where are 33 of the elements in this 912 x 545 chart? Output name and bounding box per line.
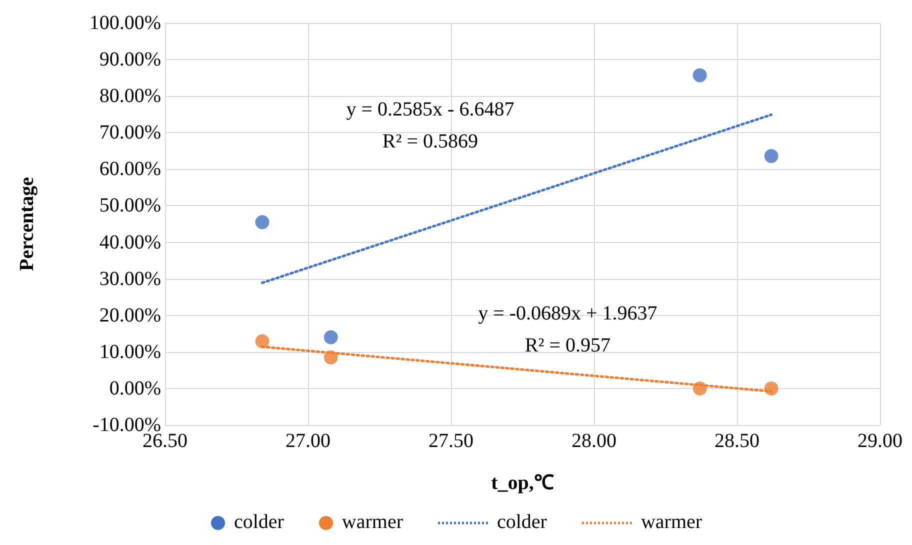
point bbox=[324, 330, 338, 344]
point bbox=[764, 381, 778, 396]
point bbox=[324, 350, 338, 364]
y-tick-label: 80.00% bbox=[99, 85, 161, 108]
legend-label: warmer bbox=[640, 511, 702, 534]
y-tick-label: 70.00% bbox=[99, 122, 161, 144]
y-tick-label: 20.00% bbox=[99, 304, 161, 326]
point bbox=[255, 215, 270, 230]
x-axis-title: t_op,℃ bbox=[491, 472, 554, 494]
y-tick-label: 100.00% bbox=[89, 12, 161, 34]
legend-label: warmer bbox=[342, 511, 403, 534]
y-tick-label: 30.00% bbox=[99, 268, 161, 290]
annotation: y = 0.2585x - 6.6487 R² = 0.5869 bbox=[346, 98, 514, 152]
y-tick-label: 50.00% bbox=[99, 194, 161, 217]
y-axis-title: Percentage bbox=[16, 176, 38, 272]
point bbox=[764, 149, 778, 164]
x-tick-label: 28.00 bbox=[572, 430, 616, 452]
annotation: y = -0.0689x + 1.9637 R² = 0.957 bbox=[478, 302, 658, 357]
x-tick-label: 27.50 bbox=[428, 430, 474, 452]
y-tick-label: 60.00% bbox=[99, 158, 161, 180]
y-tick-label: 0.00% bbox=[109, 377, 161, 400]
x-tick-label: 29.00 bbox=[858, 430, 902, 452]
x-tick-label: 26.50 bbox=[142, 430, 188, 452]
point bbox=[255, 334, 270, 348]
y-tick-label: 40.00% bbox=[99, 231, 161, 254]
legend-label: colder bbox=[234, 511, 284, 534]
point bbox=[692, 68, 707, 82]
point bbox=[692, 381, 707, 396]
x-tick-label: 27.00 bbox=[286, 430, 330, 452]
y-tick-label: 90.00% bbox=[99, 48, 161, 71]
y-tick-label: 10.00% bbox=[99, 340, 161, 363]
x-tick-label: 28.50 bbox=[714, 430, 760, 452]
legend-label: colder bbox=[497, 511, 547, 534]
